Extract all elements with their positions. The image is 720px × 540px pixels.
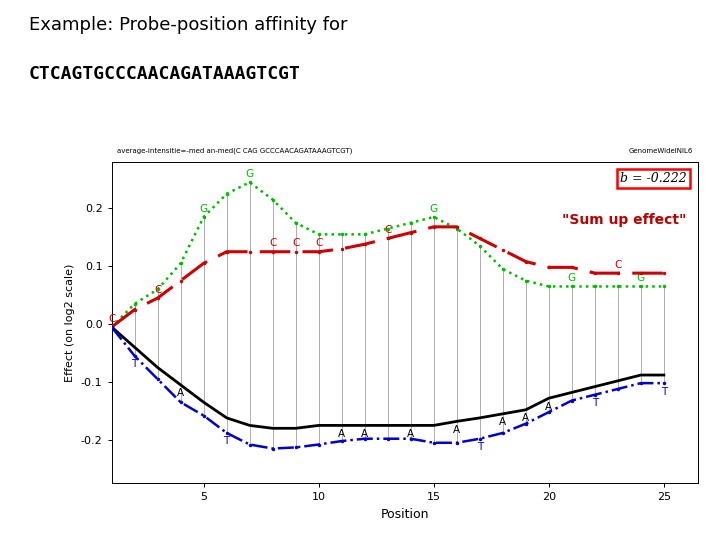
Text: A: A — [338, 429, 346, 439]
X-axis label: Position: Position — [381, 508, 429, 521]
Text: A: A — [522, 413, 529, 423]
Text: G: G — [636, 273, 645, 283]
Text: A: A — [177, 388, 184, 399]
Text: b = -0.222: b = -0.222 — [620, 172, 687, 185]
Text: GenomeWideINIL6: GenomeWideINIL6 — [628, 148, 693, 154]
Text: T: T — [132, 360, 138, 369]
Text: Example: Probe-position affinity for: Example: Probe-position affinity for — [29, 16, 347, 34]
Text: G: G — [430, 204, 438, 213]
Text: A: A — [361, 429, 369, 439]
Text: C: C — [384, 225, 392, 235]
Y-axis label: Effect (on log2 scale): Effect (on log2 scale) — [66, 264, 76, 382]
Text: A: A — [545, 402, 552, 411]
Text: C: C — [269, 238, 276, 248]
Text: T: T — [223, 436, 230, 447]
Text: A: A — [408, 429, 414, 439]
Text: average-intensitie=-med an-med(C CAG GCCCAACAGATAAAGTCGT): average-intensitie=-med an-med(C CAG GCC… — [117, 147, 353, 154]
Text: CTCAGTGCCCAACAGATAAAGTCGT: CTCAGTGCCCAACAGATAAAGTCGT — [29, 65, 301, 83]
Text: A: A — [453, 425, 460, 435]
Text: C: C — [315, 238, 323, 248]
Text: G: G — [568, 273, 576, 283]
Text: C: C — [108, 314, 115, 323]
Text: G: G — [246, 169, 253, 179]
Text: T: T — [661, 387, 667, 396]
Text: "Sum up effect": "Sum up effect" — [562, 213, 687, 227]
Text: T: T — [477, 442, 483, 452]
Text: A: A — [499, 417, 506, 427]
Text: C: C — [292, 238, 300, 248]
Text: C: C — [614, 260, 621, 269]
Text: C: C — [154, 285, 161, 295]
Text: G: G — [199, 204, 207, 213]
Text: T: T — [592, 398, 598, 408]
